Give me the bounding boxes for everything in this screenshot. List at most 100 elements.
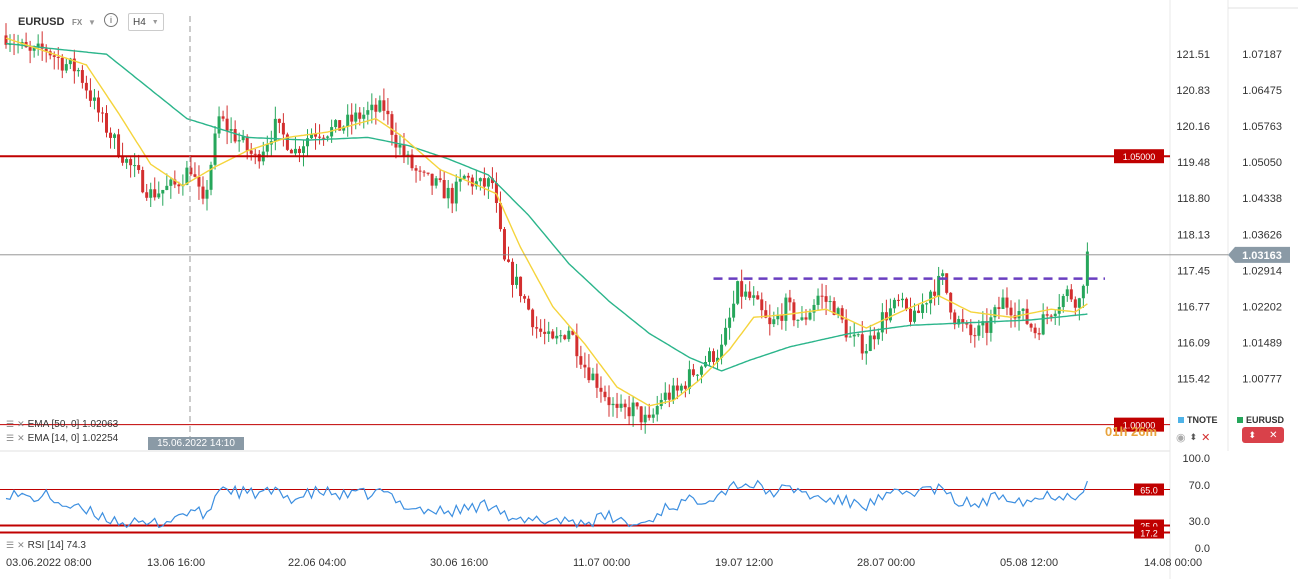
candle-body bbox=[157, 193, 161, 198]
candle-body bbox=[1005, 297, 1009, 308]
candle-body bbox=[712, 351, 716, 362]
rsi-level-label: 25.0 bbox=[1140, 522, 1158, 532]
candle-body bbox=[860, 334, 864, 354]
close-icon[interactable]: ✕ bbox=[17, 540, 25, 550]
candle-body bbox=[780, 314, 784, 321]
candle-body bbox=[209, 164, 213, 190]
candle-body bbox=[720, 344, 724, 358]
price-level-badge bbox=[1114, 417, 1164, 432]
close-icon[interactable]: ✕ bbox=[1269, 429, 1278, 441]
candle-body bbox=[840, 308, 844, 320]
candle-body bbox=[84, 82, 88, 91]
eye-icon[interactable]: ◉ bbox=[1176, 432, 1186, 444]
candle-body bbox=[848, 336, 852, 338]
close-icon[interactable]: ✕ bbox=[1201, 432, 1211, 444]
candle-body bbox=[382, 100, 386, 111]
candle-body bbox=[820, 295, 824, 297]
candle-body bbox=[297, 148, 301, 154]
eurusd-controls[interactable]: ⬍ ✕ bbox=[1242, 427, 1284, 443]
candle-body bbox=[462, 175, 466, 179]
candle-body bbox=[635, 402, 639, 407]
x-axis-tick-label: 11.07 00:00 bbox=[573, 557, 630, 569]
candle-body bbox=[760, 299, 764, 311]
candle-body bbox=[446, 187, 450, 199]
candle-body bbox=[454, 181, 458, 204]
candle-body bbox=[527, 298, 531, 310]
right-axis-tick-label: 1.01489 bbox=[1242, 337, 1282, 349]
candle-body bbox=[611, 403, 615, 406]
candle-body bbox=[993, 307, 997, 318]
candle-body bbox=[64, 64, 68, 71]
left-axis-tick-label: 116.77 bbox=[1177, 301, 1210, 313]
x-axis-tick-label: 05.08 12:00 bbox=[1000, 557, 1058, 569]
candle-body bbox=[973, 335, 977, 337]
candle-body bbox=[354, 112, 358, 122]
candle-body bbox=[933, 291, 937, 296]
candle-body bbox=[667, 392, 671, 400]
candle-body bbox=[470, 177, 474, 187]
candle-body bbox=[728, 317, 732, 328]
candle-body bbox=[691, 369, 695, 376]
candle-body bbox=[1085, 251, 1089, 286]
candle-body bbox=[643, 414, 647, 423]
left-axis-tick-label: 117.45 bbox=[1177, 265, 1210, 277]
rsi-level-label: 65.0 bbox=[1140, 486, 1158, 496]
settings-lines-icon[interactable]: ☰ bbox=[6, 419, 15, 429]
chevron-down-icon: ▼ bbox=[151, 18, 159, 26]
candle-body bbox=[418, 170, 422, 172]
candle-body bbox=[985, 321, 989, 333]
candle-body bbox=[358, 112, 362, 119]
x-axis-tick-label: 28.07 00:00 bbox=[857, 557, 915, 569]
candle-body bbox=[880, 312, 884, 333]
price-level-label: 1.00000 bbox=[1123, 421, 1156, 431]
sort-arrows-icon[interactable]: ⬍ bbox=[1248, 429, 1257, 440]
candle-body bbox=[816, 295, 820, 305]
candle-body bbox=[868, 335, 872, 351]
candle-body bbox=[551, 331, 555, 339]
candle-body bbox=[289, 149, 293, 154]
symbol-name[interactable]: EURUSD bbox=[18, 16, 65, 28]
settings-lines-icon[interactable]: ☰ bbox=[6, 433, 15, 443]
candle-body bbox=[285, 134, 289, 150]
candle-body bbox=[571, 330, 575, 335]
candle-body bbox=[197, 176, 201, 187]
candle-body bbox=[338, 120, 342, 131]
candle-body bbox=[434, 178, 438, 186]
info-icon[interactable]: i bbox=[104, 13, 118, 27]
candle-body bbox=[68, 58, 72, 65]
legend-tnote[interactable]: TNOTE bbox=[1178, 415, 1218, 425]
candle-body bbox=[1009, 307, 1013, 316]
candle-body bbox=[507, 259, 510, 262]
candle-body bbox=[904, 298, 908, 309]
candle-body bbox=[450, 187, 454, 204]
candle-body bbox=[342, 126, 346, 131]
legend-eurusd[interactable]: EURUSD bbox=[1237, 415, 1284, 425]
tnote-controls[interactable]: ◉ ⬍ ✕ bbox=[1176, 431, 1210, 444]
candle-body bbox=[579, 356, 583, 365]
right-axis-tick-label: 1.02202 bbox=[1242, 301, 1282, 313]
ema14-label: EMA [14, 0] 1.02254 bbox=[27, 433, 119, 444]
candle-body bbox=[498, 203, 502, 230]
candle-body bbox=[185, 167, 189, 185]
candle-body bbox=[535, 327, 539, 329]
indicator-rsi[interactable]: ☰ ✕ RSI [14] 74.3 bbox=[6, 540, 86, 551]
sort-arrows-icon[interactable]: ⬍ bbox=[1189, 432, 1198, 442]
close-icon[interactable]: ✕ bbox=[17, 419, 25, 429]
settings-lines-icon[interactable]: ☰ bbox=[6, 540, 15, 550]
indicator-ema50[interactable]: ☰ ✕ EMA [50, 0] 1.02063 bbox=[6, 419, 118, 430]
candle-body bbox=[523, 296, 527, 299]
candle-body bbox=[575, 334, 579, 357]
left-axis-tick-label: 116.09 bbox=[1177, 337, 1210, 349]
symbol-dropdown-icon[interactable]: ▼ bbox=[88, 17, 96, 27]
candle-body bbox=[651, 414, 655, 418]
candle-body bbox=[145, 192, 149, 198]
indicator-ema14[interactable]: ☰ ✕ EMA [14, 0] 1.02254 bbox=[6, 433, 118, 444]
right-axis-tick-label: 1.02914 bbox=[1242, 265, 1282, 277]
ema50-line bbox=[5, 42, 1088, 372]
candle-body bbox=[1065, 289, 1069, 297]
close-icon[interactable]: ✕ bbox=[17, 433, 25, 443]
x-axis-tick-label: 13.06 16:00 bbox=[147, 557, 205, 569]
timeframe-select[interactable]: H4 ▼ bbox=[128, 13, 164, 31]
candle-body bbox=[929, 291, 933, 304]
